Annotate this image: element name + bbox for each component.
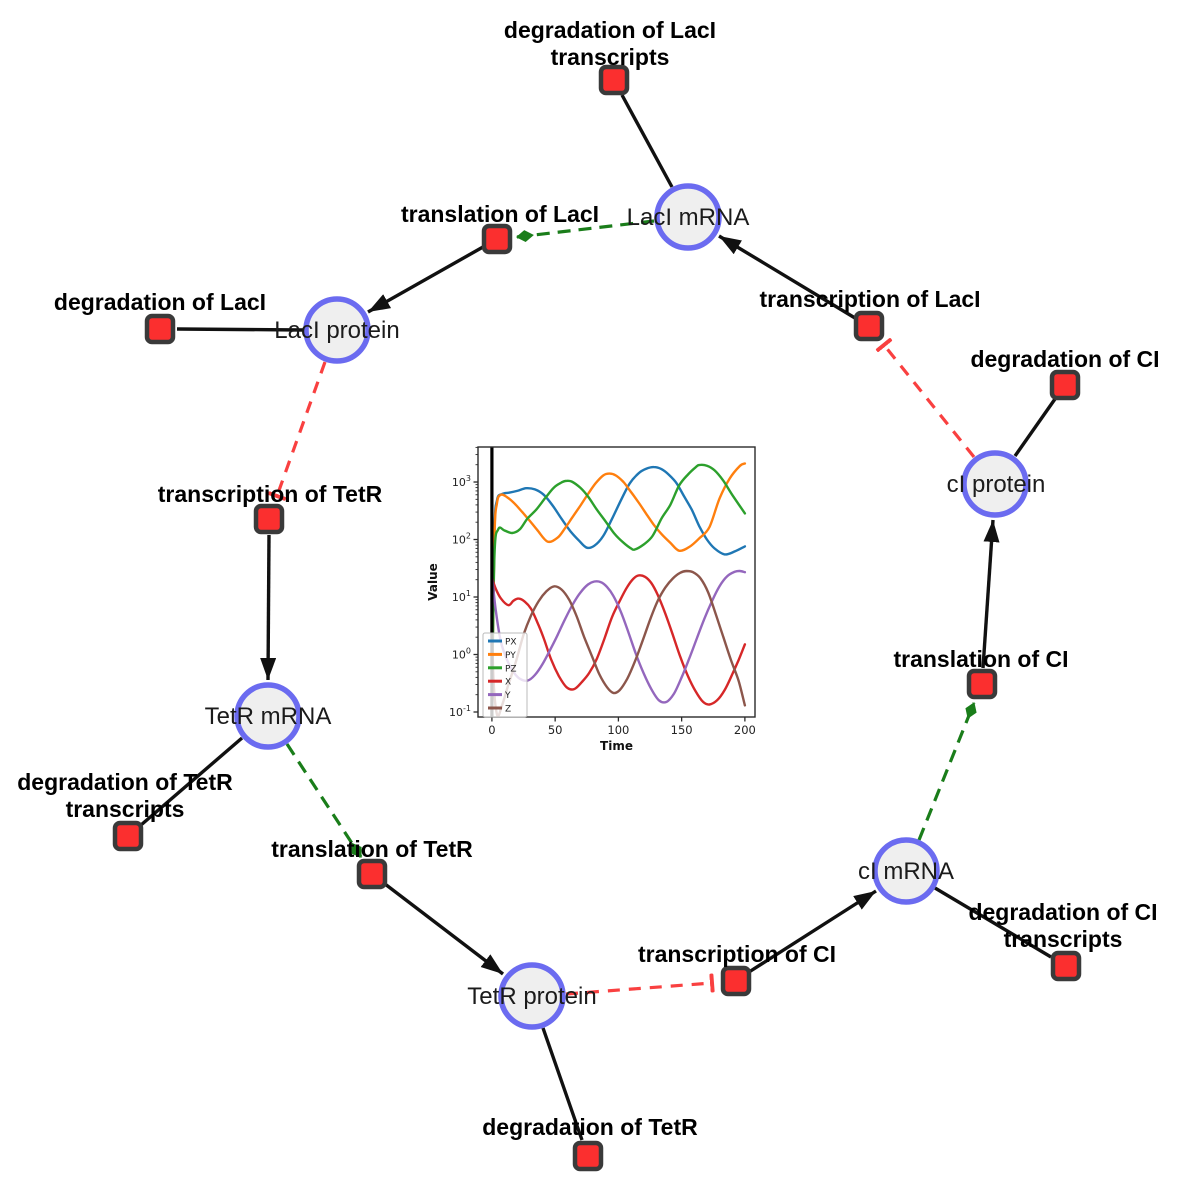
reaction-label-deg-laci: degradation of LacI: [54, 289, 266, 315]
x-tick-label: 200: [734, 723, 756, 737]
species-label-ci-mrna: cI mRNA: [858, 858, 954, 885]
reaction-node-transcription-ci[interactable]: [720, 965, 752, 997]
reaction-label-deg-tetr: degradation of TetR: [482, 1114, 698, 1140]
reaction-label-deg-laci-transcripts-line1: degradation of LacI: [504, 17, 716, 43]
reaction-label-deg-ci-transcripts-line2: transcripts: [1004, 926, 1123, 952]
x-tick-label: 150: [671, 723, 693, 737]
legend-label-PX: PX: [505, 638, 517, 648]
species-label-laci-mrna: LacI mRNA: [627, 204, 750, 231]
edge-inhibition-ci-protein-to-transcription-laci: [875, 338, 976, 459]
inset-figure-background: [425, 428, 770, 763]
legend-label-X: X: [505, 678, 511, 688]
edge-inhibition-tetr-protein-to-transcription-ci: [565, 973, 715, 996]
species-node-laci-protein[interactable]: [303, 296, 371, 364]
legend: PX PY PZ XYZ: [482, 632, 528, 718]
reaction-label-translation-ci: translation of CI: [893, 646, 1068, 672]
edge-transcription-ci-to-ci-mrna: [748, 889, 877, 974]
reaction-label-deg-ci-transcripts-line1: degradation of CI: [968, 899, 1157, 925]
edge-translation-ci-to-ci-protein: [981, 519, 1000, 669]
reaction-node-deg-tetr-transcripts[interactable]: [112, 820, 144, 852]
reaction-node-translation-ci[interactable]: [966, 668, 998, 700]
edge-laci-protein-to-deg-laci: [176, 327, 304, 332]
edge-activation-tetr-mrna-to-translation-tetr: [285, 743, 363, 858]
edge-activation-laci-mrna-to-translation-laci: [516, 219, 655, 243]
reaction-node-deg-laci-transcripts[interactable]: [598, 64, 630, 96]
edge-inhibition-laci-protein-to-transcription-tetr: [267, 361, 327, 501]
species-node-tetr-protein[interactable]: [498, 962, 566, 1030]
species-node-ci-protein[interactable]: [961, 450, 1029, 518]
reaction-label-translation-laci: translation of LacI: [401, 201, 599, 227]
edge-activation-ci-mrna-to-translation-ci: [917, 702, 977, 841]
legend-label-PZ: PZ: [505, 664, 517, 674]
reaction-label-deg-ci: degradation of CI: [970, 346, 1159, 372]
reaction-label-deg-tetr-transcripts-line2: transcripts: [66, 796, 185, 822]
reaction-node-deg-tetr[interactable]: [572, 1140, 604, 1172]
x-axis-label: Time: [600, 739, 633, 753]
edge-laci-mrna-to-deg-laci-transcripts: [620, 94, 674, 188]
labels-layer: degradation of LacI transcripts translat…: [17, 17, 1159, 1140]
edge-ci-protein-to-deg-ci: [1013, 398, 1057, 457]
reaction-label-deg-tetr-transcripts-line1: degradation of TetR: [17, 769, 233, 795]
species-nodes-layer: [234, 183, 1029, 1030]
inset-chart-svg: 0 50 100 150 20010-1100101102103TimeValuePXP…: [425, 428, 770, 763]
legend-label-Z: Z: [505, 705, 511, 715]
reaction-node-deg-laci[interactable]: [144, 313, 176, 345]
inset-timeseries-plot: 0 50 100 150 200 10-1 100 101 102 103 Time Value PX P…: [425, 428, 770, 763]
species-node-tetr-mrna[interactable]: [234, 682, 302, 750]
series-line-PZ: [490, 463, 747, 714]
reaction-node-translation-laci[interactable]: [481, 223, 513, 255]
edge-translation-tetr-to-tetr-protein: [383, 882, 505, 976]
legend-label-PY: PY: [505, 651, 516, 661]
edge-tetr-mrna-to-deg-tetr-transcripts: [139, 736, 244, 827]
species-label-ci-protein: cI protein: [947, 471, 1046, 498]
reaction-label-translation-tetr: translation of TetR: [271, 836, 473, 862]
species-label-laci-protein: LacI protein: [274, 317, 399, 344]
edge-tetr-protein-to-deg-tetr: [541, 1027, 584, 1141]
edge-translation-laci-to-laci-protein: [367, 245, 484, 314]
y-axis-label: Value: [426, 563, 440, 601]
edge-transcription-tetr-to-tetr-mrna: [260, 534, 277, 681]
x-tick-label: 100: [607, 723, 629, 737]
reaction-label-transcription-laci: transcription of LacI: [759, 286, 980, 312]
species-node-ci-mrna[interactable]: [872, 837, 940, 905]
reaction-label-transcription-ci: transcription of CI: [638, 941, 836, 967]
legend-label-Y: Y: [504, 691, 511, 701]
series-line-X: [490, 574, 747, 706]
edge-ci-mrna-to-deg-ci-transcripts: [934, 886, 1052, 959]
x-tick-label: 0: [488, 723, 495, 737]
reaction-label-transcription-tetr: transcription of TetR: [158, 481, 383, 507]
reaction-node-deg-ci-transcripts[interactable]: [1050, 950, 1082, 982]
edges-layer: [139, 94, 1057, 1141]
series-line-PY: [490, 462, 747, 714]
reaction-nodes-layer: [112, 64, 1082, 1172]
edge-transcription-laci-to-laci-mrna: [718, 234, 856, 320]
x-tick-label: 50: [548, 723, 563, 737]
reaction-node-transcription-tetr[interactable]: [253, 503, 285, 535]
species-node-laci-mrna[interactable]: [654, 183, 722, 251]
species-label-tetr-mrna: TetR mRNA: [205, 703, 332, 730]
species-label-tetr-protein: TetR protein: [467, 983, 596, 1010]
series-line-PX: [490, 465, 747, 714]
reaction-label-deg-laci-transcripts-line2: transcripts: [551, 44, 670, 70]
reaction-node-deg-ci[interactable]: [1049, 369, 1081, 401]
reaction-node-translation-tetr[interactable]: [356, 858, 388, 890]
reaction-node-transcription-laci[interactable]: [853, 310, 885, 342]
axes-box: [477, 446, 756, 718]
